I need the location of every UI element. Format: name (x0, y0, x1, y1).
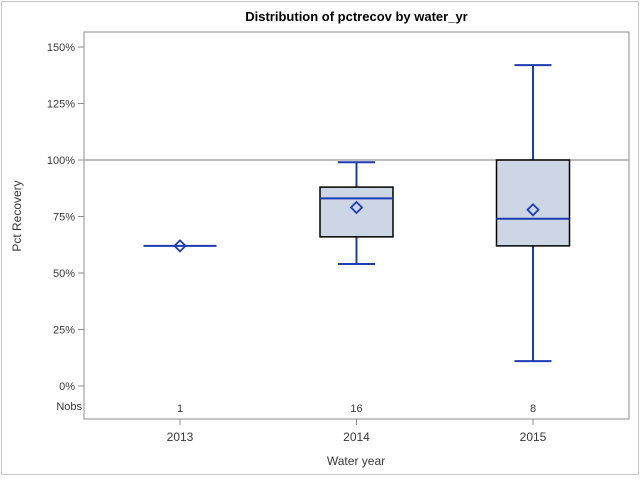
x-axis-title: Water year (326, 454, 386, 468)
y-tick-label: 100% (47, 155, 75, 167)
mean-diamond (526, 202, 540, 217)
x-tick-label: 2013 (167, 430, 194, 444)
box-2013 (143, 239, 217, 253)
y-tick-label: 25% (53, 325, 75, 337)
box-2015 (495, 64, 571, 363)
nobs-value: 8 (530, 403, 536, 415)
box-2014 (319, 161, 394, 265)
x-tick-label: 2015 (520, 430, 547, 444)
x-tick-label: 2014 (343, 430, 370, 444)
mean-diamond (349, 200, 364, 215)
mean-diamond (173, 239, 187, 253)
y-tick-label: 125% (47, 99, 75, 111)
chart-title: Distribution of pctrecov by water_yr (245, 9, 468, 24)
y-tick-label: 50% (53, 268, 75, 280)
nobs-row-label: Nobs (56, 401, 82, 413)
y-axis-title: Pct Recovery (10, 180, 24, 252)
y-tick-label: 75% (53, 212, 75, 224)
y-tick-label: 150% (47, 42, 75, 54)
nobs-value: 1 (177, 403, 183, 415)
iqr-box (495, 159, 571, 247)
nobs-value: 16 (350, 403, 362, 415)
y-tick-label: 0% (59, 381, 75, 393)
